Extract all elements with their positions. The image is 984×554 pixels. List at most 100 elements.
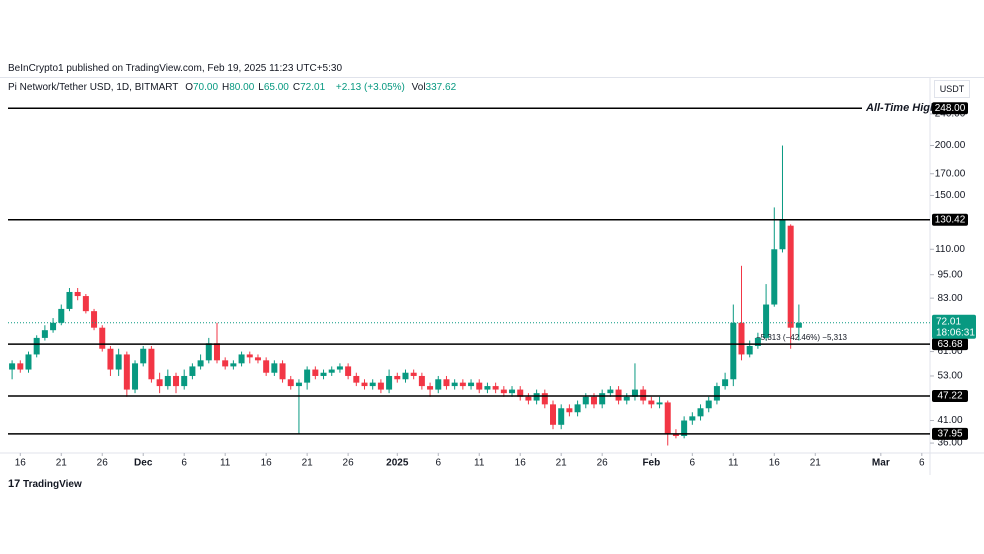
candle-body bbox=[640, 389, 647, 401]
candle-body bbox=[304, 369, 311, 383]
candle-body bbox=[631, 389, 638, 397]
x-tick-label: 21 bbox=[556, 458, 568, 469]
candle-body bbox=[263, 360, 270, 373]
candle-body bbox=[295, 382, 302, 387]
candle-body bbox=[771, 249, 778, 305]
candle-body bbox=[254, 357, 261, 361]
candle-body bbox=[722, 379, 729, 387]
candle-body bbox=[590, 396, 597, 405]
countdown: 18:06:31 bbox=[936, 327, 975, 338]
level-label: 47.22 bbox=[937, 391, 962, 402]
candle-body bbox=[517, 389, 524, 397]
candle-body bbox=[164, 375, 171, 387]
x-tick-label: 6 bbox=[919, 458, 925, 469]
ohlc-key: O bbox=[185, 82, 193, 93]
x-tick-label: 16 bbox=[261, 458, 273, 469]
candle-body bbox=[361, 382, 368, 387]
candle-body bbox=[279, 363, 286, 380]
level-label: 37.95 bbox=[937, 429, 962, 440]
y-tick-label: 200.00 bbox=[935, 140, 966, 151]
candle-body bbox=[33, 337, 40, 355]
symbol-legend: Pi Network/Tether USD, 1D, BITMART O70.0… bbox=[8, 82, 460, 93]
candle-body bbox=[763, 304, 770, 338]
level-label-box bbox=[932, 427, 968, 440]
level-label-box bbox=[932, 102, 968, 115]
candle-body bbox=[369, 382, 376, 387]
candle-body bbox=[558, 408, 565, 425]
candle-body bbox=[443, 379, 450, 387]
candle-body bbox=[336, 366, 343, 370]
ohlc-value: 80.00 bbox=[229, 82, 255, 93]
currency-box[interactable]: USDT bbox=[934, 80, 970, 98]
x-tick-label: 26 bbox=[343, 458, 355, 469]
published-note: BeInCrypto1 published on TradingView.com… bbox=[8, 63, 343, 74]
candle-body bbox=[91, 311, 98, 328]
candle-body bbox=[58, 308, 65, 323]
x-tick-label: 16 bbox=[15, 458, 27, 469]
ohlc-key: L bbox=[258, 82, 264, 93]
candle-body bbox=[738, 322, 745, 355]
candle-body bbox=[681, 420, 688, 436]
candle-body bbox=[132, 363, 139, 390]
candle-body bbox=[213, 343, 220, 361]
candle-body bbox=[459, 382, 466, 387]
candle-body bbox=[386, 375, 393, 390]
candle-body bbox=[705, 400, 712, 409]
x-tick-label: Mar bbox=[872, 458, 890, 469]
candle-body bbox=[50, 322, 57, 331]
candle-body bbox=[468, 382, 475, 387]
candle-body bbox=[697, 408, 704, 417]
y-tick-label: 61.00 bbox=[937, 346, 962, 357]
y-tick-label: 41.00 bbox=[937, 415, 962, 426]
x-tick-label: 21 bbox=[302, 458, 314, 469]
x-tick-label: 21 bbox=[810, 458, 822, 469]
candle-body bbox=[410, 372, 417, 376]
level-label-box bbox=[932, 338, 968, 351]
y-tick-label: 36.00 bbox=[937, 438, 962, 449]
candle-body bbox=[484, 386, 491, 390]
candle-body bbox=[656, 402, 663, 405]
candle-body bbox=[246, 354, 253, 358]
candle-body bbox=[82, 296, 89, 312]
brand: 17 TradingView bbox=[8, 478, 82, 490]
level-label: 63.68 bbox=[937, 339, 962, 350]
candle-body bbox=[427, 386, 434, 390]
candle-body bbox=[795, 322, 802, 328]
candle-body bbox=[148, 348, 155, 380]
candle-body bbox=[533, 393, 540, 401]
x-tick-label: Feb bbox=[642, 458, 660, 469]
candle-body bbox=[271, 363, 278, 373]
candle-body bbox=[353, 375, 360, 383]
candle-body bbox=[525, 396, 532, 401]
candle-body bbox=[500, 389, 507, 394]
level-label: 130.42 bbox=[935, 214, 966, 225]
candle-body bbox=[156, 379, 163, 387]
y-tick-label: 95.00 bbox=[937, 269, 962, 280]
candle-body bbox=[615, 389, 622, 401]
candle-body bbox=[787, 225, 794, 328]
candle-body bbox=[74, 291, 81, 297]
separator bbox=[0, 77, 984, 78]
candle-body bbox=[451, 382, 458, 387]
candle-body bbox=[197, 360, 204, 367]
candle-body bbox=[205, 343, 212, 361]
x-tick-label: 6 bbox=[435, 458, 441, 469]
candle-body bbox=[582, 396, 589, 405]
candle-body bbox=[328, 369, 335, 373]
x-tick-label: Dec bbox=[134, 458, 153, 469]
candle-body bbox=[115, 354, 122, 370]
x-tick-label: 6 bbox=[181, 458, 187, 469]
candle-body bbox=[377, 382, 384, 390]
candle-body bbox=[779, 220, 786, 250]
y-tick-label: 83.00 bbox=[937, 293, 962, 304]
candle-body bbox=[230, 363, 237, 367]
candle-body bbox=[107, 348, 114, 370]
candle-body bbox=[492, 386, 499, 390]
volume-key: Vol bbox=[411, 82, 426, 93]
ohlc-value: 65.00 bbox=[263, 82, 289, 93]
candle-body bbox=[189, 366, 196, 376]
candle-body bbox=[623, 396, 630, 401]
ohlc-key: H bbox=[222, 82, 230, 93]
x-tick-label: 2025 bbox=[386, 458, 409, 469]
